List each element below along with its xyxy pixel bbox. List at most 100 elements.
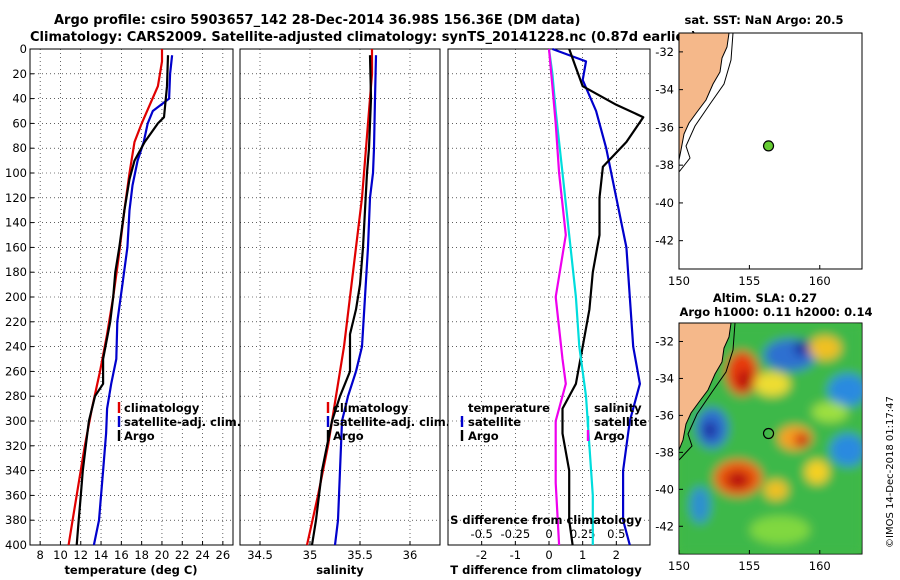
x-tick-label: 8 bbox=[36, 548, 43, 562]
x-tick-label: 0 bbox=[545, 548, 552, 562]
y-tick-label: -42 bbox=[655, 234, 674, 248]
difference-xlabel: T difference from climatology bbox=[450, 563, 642, 577]
x-top-tick-label: 0.5 bbox=[607, 527, 625, 541]
legend-t-argo: Argo bbox=[468, 429, 499, 443]
temperature-legend: climatology satellite-adj. clim. Argo bbox=[117, 401, 241, 443]
y-tick-label: 300 bbox=[5, 414, 27, 428]
sla-map-title-line1: Altim. SLA: 0.27 bbox=[713, 291, 817, 305]
x-tick-label: 20 bbox=[155, 548, 170, 562]
argo-position-marker bbox=[762, 140, 775, 152]
x-tick-label: 160 bbox=[809, 559, 831, 573]
x-tick-label: 26 bbox=[216, 548, 231, 562]
salinity-xlabel: salinity bbox=[316, 563, 364, 577]
coastline bbox=[679, 323, 732, 451]
x-top-tick-label: 0 bbox=[545, 527, 552, 541]
y-tick-label: 20 bbox=[12, 67, 27, 81]
y-tick-label: 220 bbox=[5, 315, 27, 329]
legend-satellite-adj-clim: satellite-adj. clim. bbox=[124, 415, 241, 429]
series-line-s-satellite bbox=[547, 48, 567, 546]
y-tick-label: 280 bbox=[5, 389, 27, 403]
x-tick-label: -2 bbox=[476, 548, 487, 562]
x-top-tick-label: 0.25 bbox=[570, 527, 596, 541]
sst-map-title: sat. SST: NaN Argo: 20.5 bbox=[684, 13, 843, 27]
y-tick-label: -40 bbox=[655, 196, 674, 210]
series-line-argo bbox=[75, 55, 170, 546]
y-tick-label: -40 bbox=[655, 482, 674, 496]
x-tick-label: 35 bbox=[303, 548, 318, 562]
y-tick-label: 0 bbox=[20, 42, 27, 56]
y-tick-label: 260 bbox=[5, 364, 27, 378]
y-tick-label: 340 bbox=[5, 464, 27, 478]
x-tick-label: 150 bbox=[668, 559, 690, 573]
y-tick-label: -34 bbox=[655, 83, 674, 97]
x-tick-label: 16 bbox=[114, 548, 129, 562]
coastline bbox=[679, 33, 730, 161]
y-tick-label: -38 bbox=[655, 158, 674, 172]
shelf-contour bbox=[679, 33, 734, 173]
sla-map-title-line2: Argo h1000: 0.11 h2000: 0.14 bbox=[679, 305, 872, 319]
x-tick-label: 155 bbox=[738, 274, 760, 288]
difference-legend: temperature satellite Argo salinity sate… bbox=[460, 401, 647, 443]
figure-title-line1: Argo profile: csiro 5903657_142 28-Dec-2… bbox=[54, 13, 580, 28]
y-tick-label: -36 bbox=[655, 408, 674, 422]
series-line-satellite-adj-clim- bbox=[333, 55, 378, 546]
x-tick-label: 24 bbox=[195, 548, 210, 562]
y-tick-label: 160 bbox=[5, 240, 27, 254]
x-tick-label: 1 bbox=[579, 548, 586, 562]
legend-argo: Argo bbox=[333, 429, 364, 443]
series-line-argo bbox=[310, 55, 373, 546]
legend-climatology: climatology bbox=[124, 401, 200, 415]
x-tick-label: 160 bbox=[809, 274, 831, 288]
y-tick-label: -42 bbox=[655, 519, 674, 533]
legend-satellite-adj-clim: satellite-adj. clim. bbox=[333, 415, 450, 429]
temperature-axes bbox=[29, 48, 234, 546]
x-tick-label: 22 bbox=[175, 548, 190, 562]
legend-s-satellite: satellite bbox=[594, 415, 647, 429]
y-tick-label: 240 bbox=[5, 340, 27, 354]
x-top-tick-label: -0.25 bbox=[500, 527, 530, 541]
salinity-panel: 34.5 35 35.5 36 salinity climatology satell… bbox=[239, 48, 450, 577]
legend-salinity-title: salinity bbox=[594, 401, 642, 415]
x-tick-label: 10 bbox=[53, 548, 68, 562]
legend-climatology: climatology bbox=[333, 401, 409, 415]
x-tick-label: 35.5 bbox=[347, 548, 373, 562]
y-tick-label: 180 bbox=[5, 265, 27, 279]
y-tick-label: -32 bbox=[655, 334, 674, 348]
legend-argo: Argo bbox=[124, 429, 155, 443]
y-tick-label: -34 bbox=[655, 371, 674, 385]
y-tick-label: 100 bbox=[5, 166, 27, 180]
y-tick-label: 80 bbox=[12, 141, 27, 155]
legend-s-argo: Argo bbox=[594, 429, 625, 443]
y-tick-label: 40 bbox=[12, 92, 27, 106]
x-tick-label: -1 bbox=[510, 548, 521, 562]
y-tick-label: 140 bbox=[5, 216, 27, 230]
y-tick-label: 120 bbox=[5, 191, 27, 205]
argo-position-marker bbox=[762, 427, 775, 440]
y-tick-label: 320 bbox=[5, 439, 27, 453]
y-tick-label: 60 bbox=[12, 116, 27, 130]
series-line-satellite-adj-clim- bbox=[92, 55, 174, 546]
x-top-tick-label: -0.5 bbox=[470, 527, 492, 541]
difference-panel: -2 -1 0 1 2 -0.5 -0.25 0 0.25 0.5 T difference fr… bbox=[447, 47, 651, 577]
salinity-legend: climatology satellite-adj. clim. Argo bbox=[326, 401, 450, 443]
imos-stamp: ©IMOS 14-Dec-2018 01:17:47 bbox=[885, 396, 896, 548]
y-tick-label: -36 bbox=[655, 120, 674, 134]
x-tick-label: 36 bbox=[403, 548, 418, 562]
x-tick-label: 12 bbox=[73, 548, 88, 562]
y-tick-label: 360 bbox=[5, 488, 27, 502]
y-tick-label: 400 bbox=[5, 538, 27, 552]
sla-map: Altim. SLA: 0.27 Argo h1000: 0.11 h2000:… bbox=[655, 291, 872, 573]
series-line-t-satellite bbox=[552, 47, 642, 546]
legend-t-satellite: satellite bbox=[468, 415, 521, 429]
figure-title-line2: Climatology: CARS2009. Satellite-adjuste… bbox=[30, 30, 697, 45]
y-tick-label: 380 bbox=[5, 513, 27, 527]
legend-temperature-title: temperature bbox=[468, 401, 550, 415]
temperature-xlabel: temperature (deg C) bbox=[64, 563, 197, 577]
y-tick-label: 200 bbox=[5, 290, 27, 304]
difference-xlabel-top: S difference from climatology bbox=[450, 513, 642, 527]
x-tick-label: 34.5 bbox=[247, 548, 273, 562]
x-tick-label: 155 bbox=[738, 559, 760, 573]
sst-map: sat. SST: NaN Argo: 20.5 150 155 160 -32 -34… bbox=[655, 13, 863, 288]
x-tick-label: 14 bbox=[94, 548, 109, 562]
